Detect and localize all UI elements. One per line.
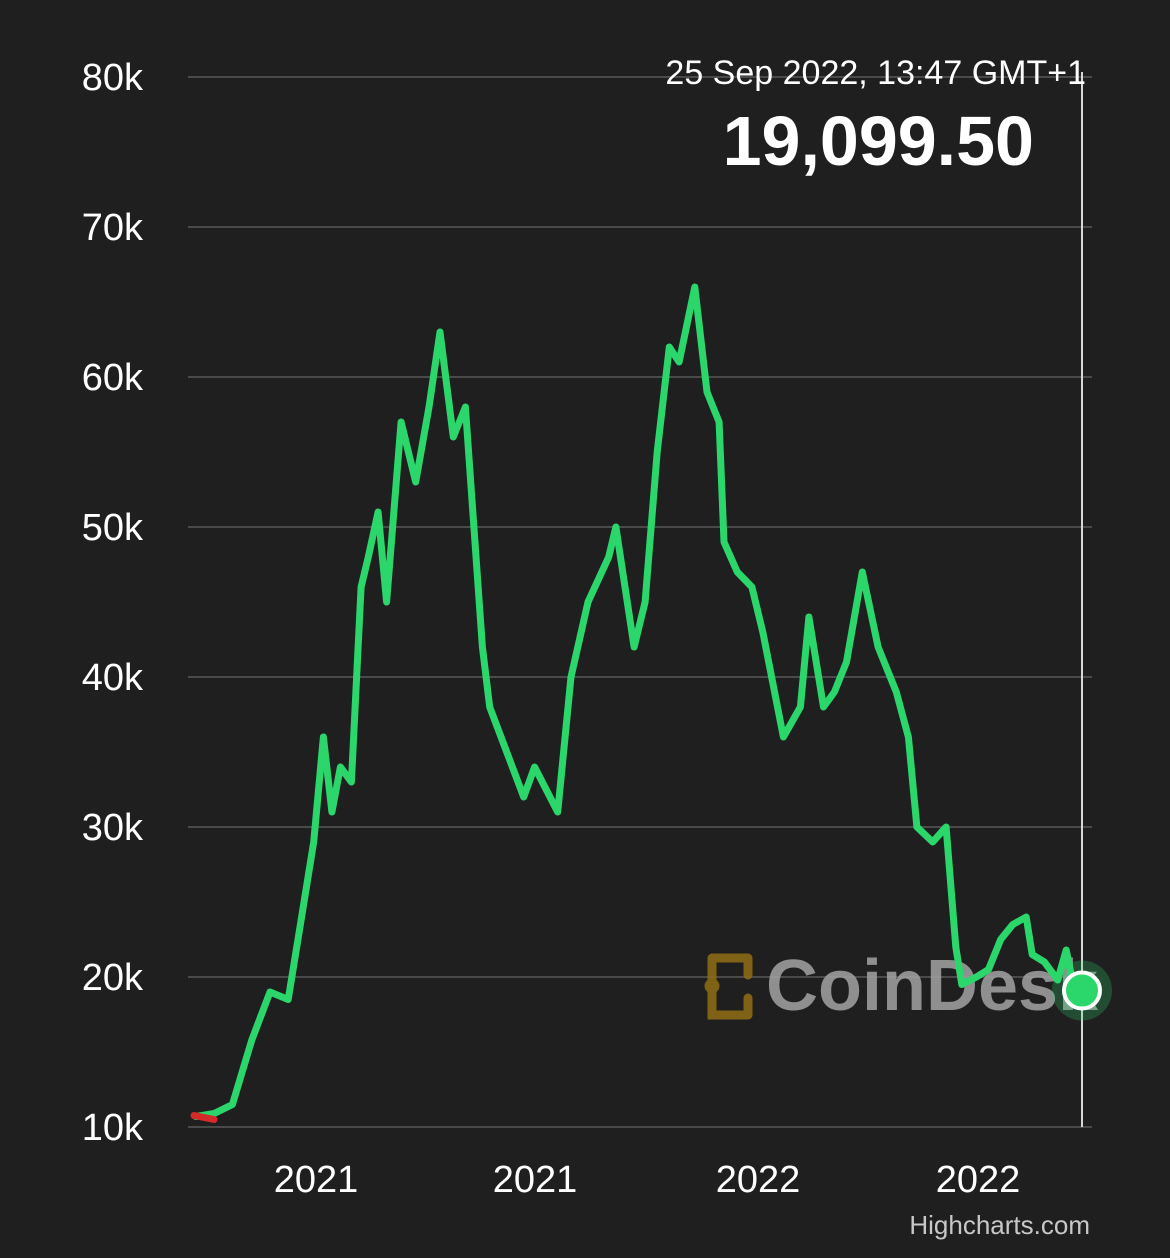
- y-tick-label: 40k: [82, 657, 144, 699]
- highcharts-credit[interactable]: Highcharts.com: [909, 1210, 1090, 1240]
- tooltip-price: 19,099.50: [723, 102, 1034, 180]
- y-tick-label: 80k: [82, 57, 144, 99]
- y-axis-ticks: 10k 20k 30k 40k 50k 60k 70k 80k: [82, 57, 144, 1149]
- y-tick-label: 50k: [82, 507, 144, 549]
- x-tick-label: 2021: [274, 1159, 359, 1201]
- y-tick-label: 70k: [82, 207, 144, 249]
- y-tick-label: 10k: [82, 1107, 144, 1149]
- coindesk-wordmark: CoinDesk: [766, 946, 1099, 1026]
- x-tick-label: 2022: [936, 1159, 1021, 1201]
- x-tick-label: 2022: [716, 1159, 801, 1201]
- price-series-line: [192, 283, 1086, 1120]
- price-series-start-segment: [190, 1112, 218, 1123]
- y-tick-label: 60k: [82, 357, 144, 399]
- x-tick-label: 2021: [493, 1159, 578, 1201]
- y-tick-label: 30k: [82, 807, 144, 849]
- gridlines: [188, 76, 1092, 1128]
- hover-point[interactable]: [1062, 970, 1102, 1011]
- x-axis-ticks: 2021 2021 2022 2022: [274, 1159, 1021, 1201]
- coindesk-logo-icon: [704, 953, 753, 1020]
- y-tick-label: 20k: [82, 957, 144, 999]
- tooltip-date: 25 Sep 2022, 13:47 GMT+1: [665, 54, 1086, 92]
